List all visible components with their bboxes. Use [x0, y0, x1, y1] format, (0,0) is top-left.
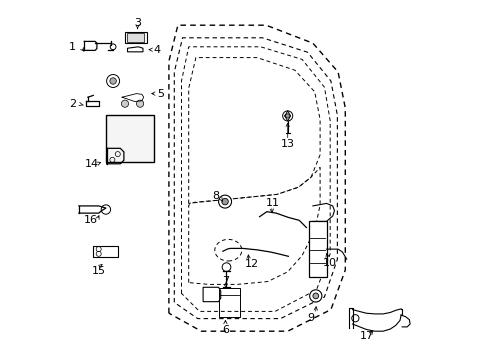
- Text: 16: 16: [83, 215, 98, 225]
- Polygon shape: [127, 47, 142, 52]
- Polygon shape: [106, 115, 154, 162]
- Polygon shape: [93, 246, 118, 257]
- Text: 13: 13: [280, 139, 294, 149]
- Text: 9: 9: [306, 312, 314, 323]
- Circle shape: [351, 315, 358, 322]
- Text: 7: 7: [222, 276, 228, 286]
- Text: 12: 12: [244, 258, 258, 269]
- Text: 3: 3: [134, 18, 141, 28]
- Text: 15: 15: [92, 266, 106, 276]
- Text: 2: 2: [69, 99, 76, 109]
- Text: 14: 14: [84, 159, 99, 169]
- Circle shape: [121, 100, 128, 107]
- Text: 5: 5: [157, 89, 164, 99]
- Circle shape: [309, 290, 321, 302]
- Text: 8: 8: [212, 191, 219, 201]
- Polygon shape: [203, 287, 220, 302]
- Text: 1: 1: [69, 42, 76, 52]
- Circle shape: [136, 100, 143, 107]
- Circle shape: [222, 198, 228, 205]
- Polygon shape: [308, 221, 326, 277]
- Circle shape: [312, 293, 318, 299]
- Circle shape: [110, 78, 116, 84]
- Text: 11: 11: [265, 198, 279, 208]
- Circle shape: [101, 205, 110, 214]
- Polygon shape: [127, 33, 143, 42]
- Circle shape: [282, 111, 292, 121]
- Polygon shape: [125, 32, 146, 43]
- Text: 10: 10: [323, 258, 337, 268]
- Circle shape: [218, 195, 231, 208]
- Text: 6: 6: [222, 325, 228, 335]
- Circle shape: [106, 75, 120, 87]
- Circle shape: [222, 263, 230, 271]
- Circle shape: [110, 44, 116, 50]
- Text: 4: 4: [154, 45, 161, 55]
- Circle shape: [285, 114, 289, 118]
- Text: 17: 17: [359, 330, 373, 341]
